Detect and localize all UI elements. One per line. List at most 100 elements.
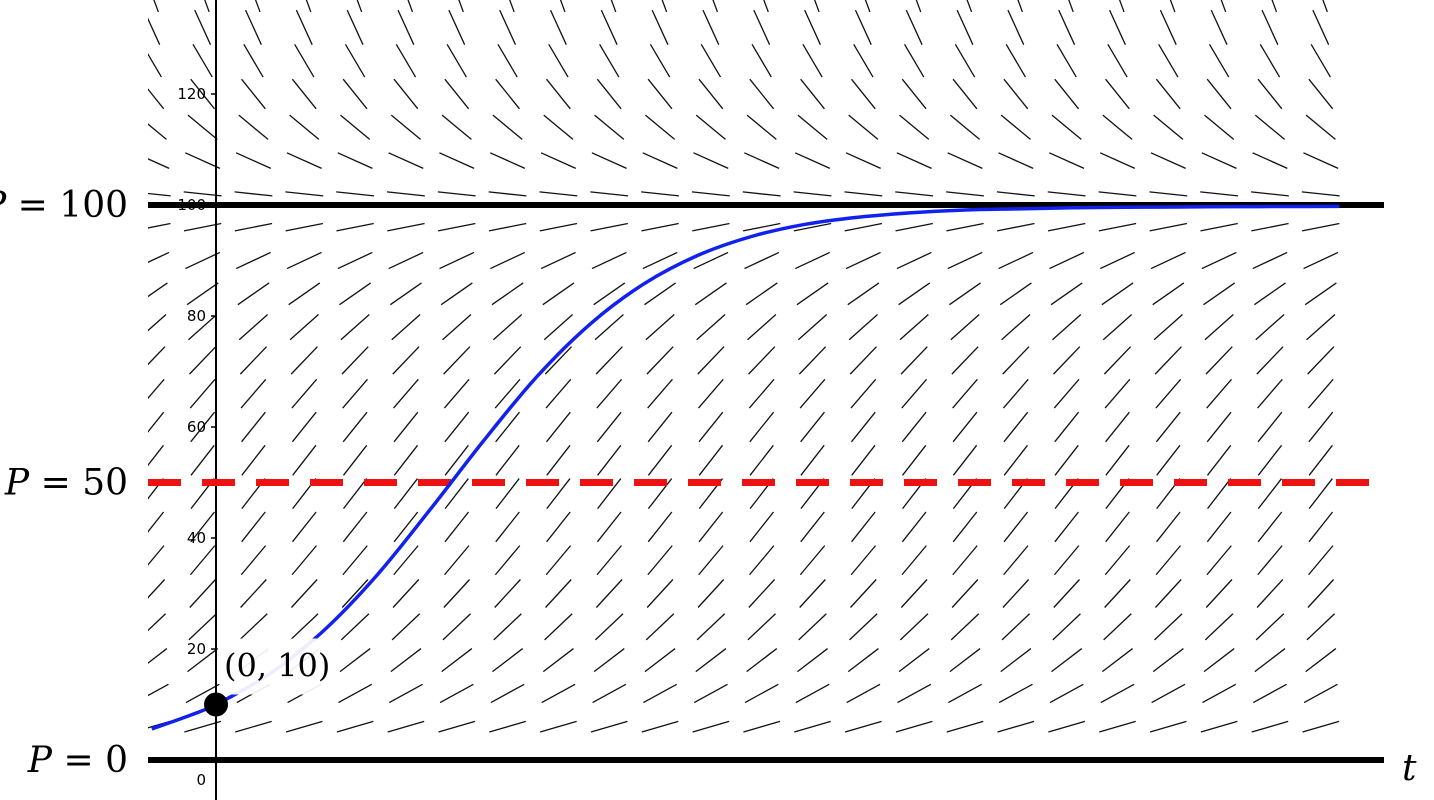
- slope-segment: [397, 9, 415, 45]
- slope-segment: [698, 411, 724, 443]
- slope-segment: [239, 613, 268, 641]
- slope-segment: [744, 683, 779, 704]
- slope-segment: [1099, 152, 1136, 169]
- slope-segment: [1303, 152, 1339, 169]
- slope-segment: [594, 613, 624, 641]
- slope-segment: [289, 114, 320, 140]
- slope-segment: [1104, 545, 1131, 576]
- slope-segment: [749, 545, 775, 576]
- slope-segment: [1155, 378, 1182, 409]
- slope-segment: [794, 152, 831, 169]
- slope-segment: [1104, 579, 1131, 608]
- slope-segment: [793, 222, 832, 232]
- slope-segment: [946, 720, 984, 733]
- slope-segment: [441, 648, 473, 673]
- slope-segment: [291, 378, 318, 409]
- slope-segment: [393, 545, 419, 576]
- slope-segment: [949, 282, 981, 306]
- initial-point: [204, 692, 228, 717]
- slope-segment: [494, 378, 521, 409]
- slope-segment: [698, 78, 724, 110]
- slope-segment: [440, 282, 473, 306]
- slope-segment: [952, 411, 978, 443]
- slope-segment: [148, 346, 166, 366]
- slope-segment: [595, 579, 623, 608]
- slope-segment: [949, 114, 981, 140]
- slope-segment: [148, 444, 164, 467]
- slope-segment: [798, 346, 827, 375]
- slope-segment: [189, 579, 216, 608]
- slope-segment: [1308, 478, 1333, 510]
- solution-curve: [151, 204, 1340, 731]
- slope-segment: [694, 282, 727, 306]
- slope-segment: [393, 511, 419, 543]
- slope-segment: [592, 683, 627, 704]
- slope-segment: [290, 579, 318, 608]
- slope-segment: [1099, 720, 1136, 733]
- slope-segment: [898, 282, 931, 306]
- slope-segment: [1052, 313, 1082, 341]
- slope-segment: [1000, 114, 1031, 140]
- slope-segment: [389, 282, 422, 306]
- slope-segment: [748, 346, 776, 375]
- slope-segment: [490, 251, 526, 270]
- slope-segment: [292, 444, 317, 476]
- slope-segment: [148, 683, 169, 697]
- slope-segment: [346, 9, 364, 45]
- slope-segment: [644, 282, 677, 306]
- slope-segment: [493, 613, 522, 641]
- slope-segment: [495, 411, 520, 443]
- slope-segment: [645, 613, 675, 641]
- slope-segment: [194, 9, 212, 45]
- slope-segment: [596, 411, 622, 443]
- slope-segment: [546, 478, 571, 510]
- slope-segment: [1251, 222, 1289, 232]
- slope-segment: [748, 579, 776, 608]
- slope-segment: [691, 191, 730, 197]
- slope-segment: [1054, 78, 1080, 110]
- slope-segment: [800, 78, 825, 110]
- slope-segment: [845, 152, 881, 169]
- slope-segment: [387, 222, 425, 232]
- slope-segment: [1051, 648, 1083, 673]
- slope-segment: [1002, 346, 1030, 375]
- slope-segment: [1155, 78, 1181, 110]
- slope-segment: [692, 222, 730, 232]
- slope-segment: [539, 720, 577, 733]
- y-tick-label: 80: [187, 307, 206, 325]
- slope-segment: [900, 579, 928, 608]
- slope-segment: [1303, 251, 1339, 270]
- slope-segment: [545, 545, 572, 576]
- slope-segment: [1271, 0, 1278, 13]
- slope-segment: [336, 222, 374, 232]
- slope-segment: [651, 9, 669, 45]
- slope-segment: [148, 52, 163, 78]
- slope-segment: [1152, 648, 1184, 673]
- slope-segment: [1206, 78, 1232, 110]
- slope-segment: [799, 545, 826, 576]
- slope-segment: [1001, 613, 1031, 641]
- slope-segment: [495, 511, 520, 543]
- slope-segment: [148, 511, 165, 533]
- slope-segment: [241, 78, 266, 110]
- slope-segment: [749, 78, 775, 110]
- slope-segment: [185, 683, 220, 704]
- slope-segment: [285, 191, 324, 197]
- slope-segment: [489, 720, 526, 733]
- slope-segment: [693, 683, 728, 704]
- slope-segment: [596, 78, 622, 110]
- slope-segment: [744, 251, 780, 270]
- reference-line-label: P = 100: [0, 185, 128, 226]
- slope-segment: [286, 152, 322, 169]
- slope-segment: [543, 114, 574, 140]
- slope-segment: [1307, 346, 1335, 375]
- x-axis-label: t: [1402, 748, 1417, 789]
- slope-segment: [291, 545, 317, 576]
- slope-segment: [1200, 222, 1238, 232]
- slope-segment: [407, 0, 414, 13]
- slope-segment: [896, 152, 932, 169]
- slope-segment: [591, 152, 627, 169]
- slope-segment: [952, 511, 978, 543]
- slope-segment: [950, 613, 980, 641]
- solution-curves: [151, 204, 1340, 731]
